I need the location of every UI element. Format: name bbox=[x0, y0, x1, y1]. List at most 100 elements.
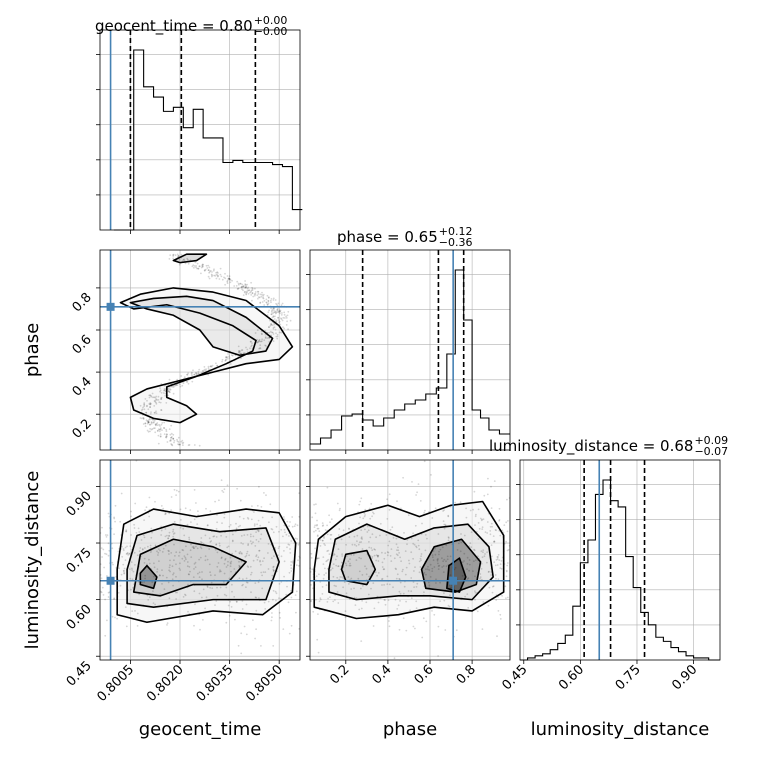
sample-geocent_time_phase-122 bbox=[163, 427, 166, 430]
ytick-label-luminosity_distance-2: 0.75 bbox=[64, 545, 95, 576]
sample-phase_luminosity_distance-106 bbox=[314, 512, 317, 515]
sample-phase_luminosity_distance-526 bbox=[389, 555, 392, 557]
sample-geocent_time_luminosity_distance-259 bbox=[150, 527, 153, 530]
sample-geocent_time_phase-47 bbox=[190, 372, 193, 375]
sample-geocent_time_phase-669 bbox=[142, 423, 145, 425]
sample-phase_luminosity_distance-458 bbox=[464, 595, 466, 598]
sample-phase_luminosity_distance-644 bbox=[477, 555, 479, 558]
sample-geocent_time_luminosity_distance-92 bbox=[143, 581, 146, 583]
contour-lines bbox=[116, 253, 505, 624]
sample-geocent_time_phase-420 bbox=[160, 409, 163, 411]
sample-geocent_time_phase-438 bbox=[171, 385, 174, 388]
sample-geocent_time_phase-519 bbox=[270, 301, 272, 304]
sample-phase_luminosity_distance-560 bbox=[363, 512, 366, 515]
sample-phase_luminosity_distance-416 bbox=[326, 550, 329, 552]
sample-phase_luminosity_distance-189 bbox=[443, 592, 445, 595]
quantile-lines bbox=[129, 30, 646, 660]
sample-geocent_time_luminosity_distance-319 bbox=[275, 592, 278, 595]
sample-geocent_time_phase-419 bbox=[178, 263, 181, 266]
sample-phase_luminosity_distance-186 bbox=[330, 568, 332, 571]
sample-phase_luminosity_distance-244 bbox=[388, 620, 390, 622]
sample-geocent_time_phase-145 bbox=[215, 362, 217, 365]
sample-geocent_time_phase-333 bbox=[149, 406, 152, 408]
sample-geocent_time_luminosity_distance-305 bbox=[231, 540, 234, 543]
sample-phase_luminosity_distance-486 bbox=[498, 520, 500, 522]
sample-geocent_time_luminosity_distance-656 bbox=[263, 557, 265, 560]
sample-geocent_time_phase-372 bbox=[150, 411, 152, 414]
sample-geocent_time_luminosity_distance-42 bbox=[255, 596, 258, 599]
y-axis-label-phase: phase bbox=[22, 323, 43, 377]
sample-phase_luminosity_distance-298 bbox=[506, 562, 509, 564]
sample-geocent_time_luminosity_distance-580 bbox=[199, 628, 201, 631]
sample-geocent_time_phase-423 bbox=[275, 335, 278, 338]
sample-geocent_time_luminosity_distance-79 bbox=[126, 552, 128, 555]
sample-phase_luminosity_distance-218 bbox=[420, 553, 423, 555]
sample-geocent_time_luminosity_distance-162 bbox=[217, 562, 220, 564]
sample-geocent_time_phase-597 bbox=[169, 387, 171, 389]
sample-phase_luminosity_distance-448 bbox=[421, 522, 423, 525]
sample-phase_luminosity_distance-490 bbox=[370, 503, 373, 505]
sample-geocent_time_phase-292 bbox=[144, 422, 147, 425]
sample-phase_luminosity_distance-119 bbox=[400, 560, 402, 563]
sample-phase_luminosity_distance-613 bbox=[353, 587, 355, 590]
sample-geocent_time_phase-300 bbox=[182, 258, 185, 261]
sample-phase_luminosity_distance-581 bbox=[490, 574, 493, 576]
sample-geocent_time_luminosity_distance-334 bbox=[256, 529, 259, 532]
sample-phase_luminosity_distance-511 bbox=[374, 548, 376, 551]
sample-geocent_time_luminosity_distance-159 bbox=[239, 550, 242, 553]
sample-geocent_time_luminosity_distance-139 bbox=[210, 540, 213, 542]
sample-geocent_time_luminosity_distance-412 bbox=[249, 535, 252, 538]
panel-title-main-geocent_time: geocent_time = 0.80 bbox=[95, 17, 253, 36]
sample-geocent_time_luminosity_distance-558 bbox=[157, 551, 160, 554]
sample-geocent_time_luminosity_distance-53 bbox=[258, 485, 260, 488]
sample-geocent_time_luminosity_distance-252 bbox=[131, 578, 134, 581]
sample-geocent_time_luminosity_distance-224 bbox=[149, 544, 152, 547]
sample-geocent_time_phase-602 bbox=[256, 341, 259, 344]
sample-geocent_time_phase-275 bbox=[201, 369, 204, 372]
sample-phase_luminosity_distance-507 bbox=[482, 601, 485, 603]
sample-geocent_time_phase-657 bbox=[270, 313, 273, 315]
sample-phase_luminosity_distance-3 bbox=[319, 545, 322, 547]
ytick-label-phase-0: 0.2 bbox=[70, 416, 95, 441]
sample-geocent_time_phase-527 bbox=[281, 312, 283, 314]
sample-geocent_time_phase-259 bbox=[163, 421, 166, 424]
sample-phase_luminosity_distance-304 bbox=[338, 578, 341, 581]
sample-geocent_time_phase-544 bbox=[163, 433, 166, 435]
sample-geocent_time_luminosity_distance-111 bbox=[149, 551, 152, 553]
sample-geocent_time_phase-295 bbox=[149, 430, 151, 433]
panel-title-geocent_time: geocent_time = 0.80 +0.00−0.00 bbox=[95, 14, 287, 38]
sample-geocent_time_phase-607 bbox=[228, 355, 231, 357]
sample-phase_luminosity_distance-263 bbox=[333, 584, 336, 587]
sample-geocent_time_luminosity_distance-427 bbox=[137, 527, 140, 530]
sample-phase_luminosity_distance-468 bbox=[420, 559, 422, 562]
sample-geocent_time_luminosity_distance-562 bbox=[246, 550, 249, 553]
sample-phase_luminosity_distance-299 bbox=[443, 558, 446, 561]
sample-phase_luminosity_distance-93 bbox=[315, 575, 318, 578]
sample-geocent_time_luminosity_distance-265 bbox=[179, 562, 181, 565]
sample-geocent_time_phase-590 bbox=[179, 385, 182, 388]
sample-phase_luminosity_distance-172 bbox=[399, 581, 402, 584]
sample-phase_luminosity_distance-443 bbox=[392, 537, 395, 539]
sample-phase_luminosity_distance-307 bbox=[395, 577, 398, 580]
panel-frame-geocent_time_phase bbox=[99, 249, 301, 451]
sample-geocent_time_phase-237 bbox=[259, 344, 262, 347]
sample-geocent_time_luminosity_distance-545 bbox=[252, 541, 254, 544]
sample-geocent_time_luminosity_distance-157 bbox=[254, 545, 257, 547]
sample-phase_luminosity_distance-334 bbox=[429, 563, 432, 566]
sample-geocent_time_luminosity_distance-572 bbox=[247, 544, 250, 547]
sample-geocent_time_phase-493 bbox=[274, 328, 277, 331]
sample-geocent_time_phase-57 bbox=[181, 384, 184, 387]
sample-phase_luminosity_distance-44 bbox=[426, 568, 429, 571]
sample-geocent_time_luminosity_distance-174 bbox=[181, 557, 184, 560]
sample-geocent_time_luminosity_distance-100 bbox=[263, 601, 266, 604]
sample-geocent_time_luminosity_distance-365 bbox=[196, 523, 199, 525]
sample-phase_luminosity_distance-266 bbox=[316, 527, 319, 530]
sample-geocent_time_luminosity_distance-490 bbox=[197, 572, 199, 575]
sample-geocent_time_phase-394 bbox=[141, 417, 143, 420]
sample-geocent_time_phase-636 bbox=[172, 257, 175, 260]
sample-geocent_time_phase-306 bbox=[276, 308, 279, 311]
sample-phase_luminosity_distance-78 bbox=[458, 540, 461, 543]
sample-phase_luminosity_distance-234 bbox=[319, 539, 322, 541]
sample-phase_luminosity_distance-201 bbox=[396, 608, 399, 610]
sample-geocent_time_luminosity_distance-12 bbox=[250, 573, 252, 576]
